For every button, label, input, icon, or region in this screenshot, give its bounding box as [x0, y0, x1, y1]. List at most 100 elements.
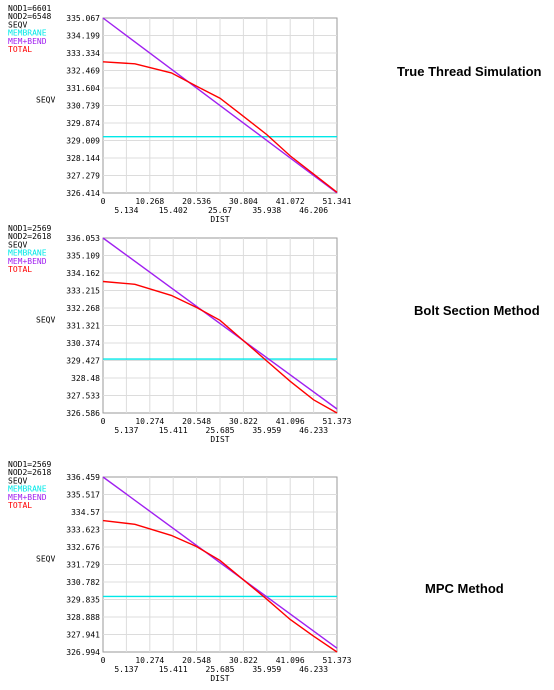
- x-tick-label-lower: 5.137: [114, 426, 138, 435]
- x-tick-label-upper: 30.804: [229, 197, 258, 206]
- y-tick-label: 327.941: [66, 631, 100, 640]
- legend-entry-mem-bend: MEM+BEND: [8, 37, 47, 46]
- x-tick-label-upper: 51.373: [323, 656, 352, 665]
- x-tick-label-lower: 5.137: [114, 665, 138, 674]
- y-tick-label: 331.321: [66, 322, 100, 331]
- x-tick-label-lower: 46.206: [299, 206, 328, 215]
- x-tick-label-lower: 15.402: [159, 206, 188, 215]
- y-tick-label: 329.009: [66, 137, 100, 146]
- legend-entry-mem-bend: MEM+BEND: [8, 493, 47, 502]
- x-tick-label-upper: 41.072: [276, 197, 305, 206]
- legend-entry-membrane: MEMBRANE: [8, 29, 47, 38]
- y-tick-label: 329.835: [66, 596, 100, 605]
- x-axis-label: DIST: [210, 674, 229, 683]
- y-tick-label: 332.676: [66, 543, 100, 552]
- y-axis-label: SEQV: [36, 96, 55, 105]
- chart-1: NOD1=6601NOD2=6548SEQVMEMBRANEMEM+BENDTO…: [8, 4, 352, 224]
- y-tick-label: 336.053: [66, 234, 100, 243]
- y-tick-label: 331.729: [66, 561, 100, 570]
- x-tick-label-upper: 10.268: [135, 197, 164, 206]
- y-tick-label: 332.268: [66, 304, 100, 313]
- legend-header-line: NOD2=2618: [8, 232, 52, 241]
- legend-header-line: SEQV: [8, 240, 27, 249]
- legend-entry-mem-bend: MEM+BEND: [8, 257, 47, 266]
- y-tick-label: 334.199: [66, 32, 100, 41]
- x-tick-label-lower: 35.959: [252, 426, 281, 435]
- chart-1-side-title: True Thread Simulation: [397, 64, 542, 79]
- series-line-mem-bend: [102, 237, 338, 410]
- y-tick-label: 330.782: [66, 578, 100, 587]
- x-tick-label-upper: 20.548: [182, 656, 211, 665]
- y-tick-label: 328.144: [66, 154, 100, 163]
- y-tick-label: 326.994: [66, 648, 100, 657]
- x-tick-label-upper: 41.096: [276, 417, 305, 426]
- x-tick-label-lower: 25.685: [206, 665, 235, 674]
- series-line-mem-bend: [102, 476, 338, 649]
- legend-entry-membrane: MEMBRANE: [8, 485, 47, 494]
- x-tick-label-lower: 15.411: [159, 665, 188, 674]
- chart-3-side-title: MPC Method: [425, 581, 504, 596]
- legend-entry-total: TOTAL: [8, 45, 32, 54]
- y-tick-label: 330.739: [66, 102, 100, 111]
- y-tick-label: 335.109: [66, 252, 100, 261]
- x-tick-label-lower: 15.411: [159, 426, 188, 435]
- x-tick-label-upper: 30.822: [229, 417, 258, 426]
- y-tick-label: 336.459: [66, 473, 100, 482]
- y-tick-label: 327.279: [66, 172, 100, 181]
- x-tick-label-lower: 46.233: [299, 665, 328, 674]
- x-tick-label-upper: 0: [101, 656, 106, 665]
- y-tick-label: 332.469: [66, 67, 100, 76]
- series-line-total: [102, 280, 338, 414]
- x-tick-label-upper: 51.373: [323, 417, 352, 426]
- x-tick-label-upper: 0: [101, 197, 106, 206]
- legend-header-line: NOD2=2618: [8, 468, 52, 477]
- y-axis-label: SEQV: [36, 316, 55, 325]
- legend-entry-membrane: MEMBRANE: [8, 249, 47, 258]
- y-tick-label: 334.57: [71, 508, 100, 517]
- x-tick-label-lower: 35.959: [252, 665, 281, 674]
- y-tick-label: 329.874: [66, 119, 100, 128]
- x-tick-label-upper: 30.822: [229, 656, 258, 665]
- x-tick-label-upper: 20.548: [182, 417, 211, 426]
- x-tick-label-upper: 51.341: [323, 197, 352, 206]
- legend-entry-total: TOTAL: [8, 265, 32, 274]
- x-tick-label-upper: 10.274: [135, 656, 164, 665]
- y-tick-label: 326.414: [66, 189, 100, 198]
- legend-header-line: SEQV: [8, 20, 27, 29]
- legend-header-line: NOD1=2569: [8, 224, 52, 233]
- y-tick-label: 328.48: [71, 374, 100, 383]
- chart-3: NOD1=2569NOD2=2618SEQVMEMBRANEMEM+BENDTO…: [8, 460, 352, 683]
- x-tick-label-lower: 35.938: [252, 206, 281, 215]
- legend-header-line: NOD1=2569: [8, 460, 52, 469]
- y-tick-label: 329.427: [66, 357, 100, 366]
- y-tick-label: 335.067: [66, 14, 100, 23]
- y-tick-label: 331.604: [66, 84, 100, 93]
- series-line-mem-bend: [102, 17, 338, 194]
- x-tick-label-lower: 46.233: [299, 426, 328, 435]
- x-tick-label-upper: 20.536: [182, 197, 211, 206]
- legend-header-line: NOD1=6601: [8, 4, 52, 13]
- x-tick-label-upper: 41.096: [276, 656, 305, 665]
- chart-2: NOD1=2569NOD2=2618SEQVMEMBRANEMEM+BENDTO…: [8, 224, 352, 444]
- series-line-total: [102, 61, 338, 193]
- series-line-total: [102, 519, 338, 653]
- legend-header-line: NOD2=6548: [8, 12, 52, 21]
- y-tick-label: 334.162: [66, 269, 100, 278]
- y-tick-label: 327.533: [66, 392, 100, 401]
- y-tick-label: 328.888: [66, 613, 100, 622]
- y-tick-label: 330.374: [66, 339, 100, 348]
- chart-2-side-title: Bolt Section Method: [414, 303, 540, 318]
- y-axis-label: SEQV: [36, 555, 55, 564]
- legend-header-line: SEQV: [8, 476, 27, 485]
- x-tick-label-upper: 0: [101, 417, 106, 426]
- x-axis-label: DIST: [210, 215, 229, 224]
- y-tick-label: 333.215: [66, 287, 100, 296]
- x-tick-label-lower: 5.134: [114, 206, 138, 215]
- x-tick-label-lower: 25.685: [206, 426, 235, 435]
- y-tick-label: 333.334: [66, 49, 100, 58]
- y-tick-label: 335.517: [66, 491, 100, 500]
- x-tick-label-lower: 25.67: [208, 206, 232, 215]
- y-tick-label: 326.586: [66, 409, 100, 418]
- y-tick-label: 333.623: [66, 526, 100, 535]
